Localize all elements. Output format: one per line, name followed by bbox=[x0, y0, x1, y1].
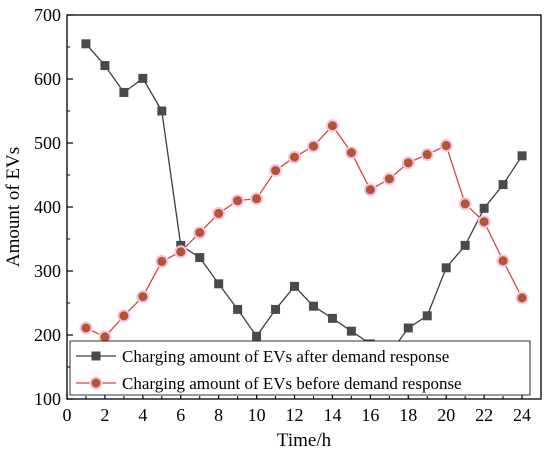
legend-marker-after bbox=[91, 351, 101, 361]
data-point-before bbox=[231, 194, 245, 208]
data-point-after bbox=[100, 61, 110, 71]
y-tick-label: 500 bbox=[34, 133, 61, 153]
x-tick-label: 24 bbox=[513, 405, 531, 425]
x-tick-label: 10 bbox=[248, 405, 266, 425]
data-point-before bbox=[458, 197, 472, 211]
data-point-after bbox=[308, 301, 318, 311]
x-tick-label: 2 bbox=[100, 405, 109, 425]
x-tick-label: 22 bbox=[475, 405, 493, 425]
data-point-before bbox=[439, 139, 453, 153]
data-point-after bbox=[422, 311, 432, 321]
data-point-after bbox=[195, 253, 205, 263]
data-point-before bbox=[325, 119, 339, 133]
data-point-after bbox=[214, 279, 224, 289]
y-tick-label: 700 bbox=[34, 5, 61, 25]
data-point-before bbox=[382, 172, 396, 186]
y-tick-label: 200 bbox=[34, 325, 61, 345]
data-point-before bbox=[420, 148, 434, 162]
data-point-after bbox=[346, 326, 356, 336]
data-point-before bbox=[250, 192, 264, 206]
x-tick-label: 6 bbox=[176, 405, 185, 425]
data-point-after bbox=[138, 73, 148, 83]
data-point-after bbox=[271, 304, 281, 314]
legend: Charging amount of EVs after demand resp… bbox=[69, 340, 531, 396]
x-tick-label: 12 bbox=[286, 405, 304, 425]
data-point-before bbox=[496, 254, 510, 268]
data-point-before bbox=[155, 254, 169, 268]
series-lines bbox=[85, 43, 523, 356]
data-point-before bbox=[79, 321, 93, 335]
series-line-before bbox=[85, 124, 523, 338]
legend-box bbox=[69, 340, 531, 396]
axis-ticks: 0 2 4 6 8 10 12 14 16 18 20 22 241002003004005006007… bbox=[34, 5, 531, 425]
data-point-before bbox=[193, 226, 207, 240]
y-tick-label: 300 bbox=[34, 261, 61, 281]
legend-marker-before bbox=[89, 376, 103, 390]
data-point-before bbox=[117, 309, 131, 323]
y-axis-title: Amount of EVs bbox=[3, 147, 24, 267]
data-point-before bbox=[136, 290, 150, 304]
data-point-after bbox=[498, 180, 508, 190]
data-point-after bbox=[290, 281, 300, 291]
data-point-before bbox=[477, 215, 491, 229]
legend-label-after: Charging amount of EVs after demand resp… bbox=[122, 347, 449, 366]
data-point-before bbox=[401, 156, 415, 170]
data-point-after bbox=[403, 323, 413, 333]
data-point-after bbox=[252, 331, 262, 341]
data-point-before bbox=[306, 139, 320, 153]
data-point-after bbox=[119, 87, 129, 97]
data-point-before bbox=[212, 206, 226, 220]
series-markers bbox=[79, 39, 529, 359]
data-point-before bbox=[363, 183, 377, 197]
x-tick-label: 4 bbox=[138, 405, 147, 425]
x-tick-label: 0 bbox=[63, 405, 72, 425]
data-point-after bbox=[517, 151, 527, 161]
x-tick-label: 18 bbox=[399, 405, 417, 425]
x-tick-label: 20 bbox=[437, 405, 455, 425]
data-point-before bbox=[269, 164, 283, 178]
x-tick-label: 14 bbox=[323, 405, 341, 425]
x-tick-label: 16 bbox=[361, 405, 379, 425]
data-point-before bbox=[344, 146, 358, 160]
data-point-after bbox=[441, 263, 451, 273]
data-point-after bbox=[233, 304, 243, 314]
data-point-before bbox=[515, 291, 529, 305]
y-tick-label: 600 bbox=[34, 69, 61, 89]
legend-label-before: Charging amount of EVs before demand res… bbox=[122, 374, 462, 393]
x-tick-label: 8 bbox=[214, 405, 223, 425]
data-point-after bbox=[157, 106, 167, 116]
x-axis-title: Time/h bbox=[277, 430, 332, 451]
data-point-before bbox=[174, 245, 188, 259]
series-line-after bbox=[85, 43, 523, 356]
y-tick-label: 100 bbox=[34, 389, 61, 409]
y-tick-label: 400 bbox=[34, 197, 61, 217]
data-point-after bbox=[81, 39, 91, 49]
data-point-before bbox=[288, 150, 302, 164]
data-point-after bbox=[327, 313, 337, 323]
data-point-after bbox=[479, 203, 489, 213]
data-point-after bbox=[460, 240, 470, 250]
